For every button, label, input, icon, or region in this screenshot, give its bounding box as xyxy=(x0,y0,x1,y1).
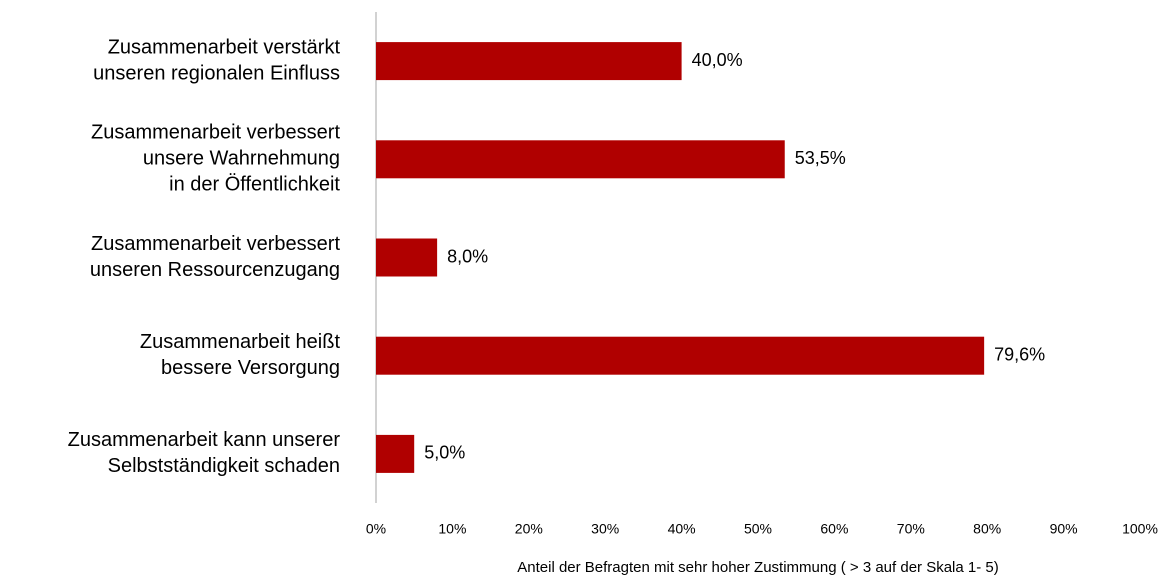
y-tick-label: Zusammenarbeit kann unserer xyxy=(68,429,341,451)
data-label: 79,6% xyxy=(994,344,1045,364)
y-tick-label: Zusammenarbeit verbessert xyxy=(91,233,340,255)
x-tick-label: 70% xyxy=(897,521,925,537)
y-tick-label: unsere Wahrnehmung xyxy=(143,148,340,170)
x-tick-label: 40% xyxy=(668,521,696,537)
x-tick-label: 80% xyxy=(973,521,1001,537)
bar xyxy=(376,140,785,179)
y-tick-label: bessere Versorgung xyxy=(161,357,340,379)
bar xyxy=(376,336,985,375)
x-tick-label: 30% xyxy=(591,521,619,537)
bar xyxy=(376,238,438,277)
y-tick-label: unseren regionalen Einfluss xyxy=(93,62,340,84)
x-tick-label: 100% xyxy=(1122,521,1158,537)
data-label: 5,0% xyxy=(424,443,465,463)
x-tick-label: 60% xyxy=(820,521,848,537)
y-tick-label: Zusammenarbeit heißt xyxy=(140,331,341,353)
x-tick-label: 20% xyxy=(515,521,543,537)
y-tick-label: Zusammenarbeit verstärkt xyxy=(108,36,341,58)
data-label: 40,0% xyxy=(692,50,743,70)
data-label: 8,0% xyxy=(447,246,488,266)
x-tick-label: 10% xyxy=(438,521,466,537)
x-axis-label: Anteil der Befragten mit sehr hoher Zust… xyxy=(517,559,998,576)
x-tick-label: 0% xyxy=(366,521,386,537)
y-tick-label: Zusammenarbeit verbessert xyxy=(91,122,340,144)
bar xyxy=(376,434,415,473)
y-tick-label: unseren Ressourcenzugang xyxy=(90,259,340,281)
x-tick-label: 50% xyxy=(744,521,772,537)
bar xyxy=(376,42,682,81)
x-tick-label: 90% xyxy=(1050,521,1078,537)
data-label: 53,5% xyxy=(795,148,846,168)
y-tick-label: in der Öffentlichkeit xyxy=(169,174,340,196)
y-tick-label: Selbstständigkeit schaden xyxy=(108,455,340,477)
